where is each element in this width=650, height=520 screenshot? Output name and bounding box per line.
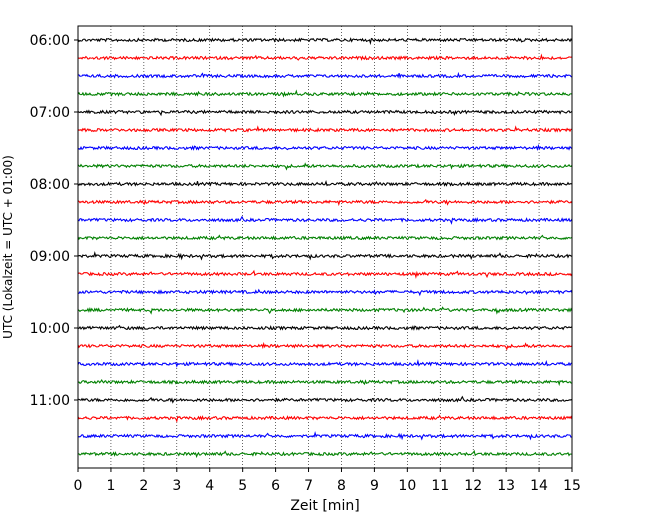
x-tick-label: 3 <box>172 478 181 494</box>
x-tick-label: 1 <box>106 478 115 494</box>
x-tick-label: 10 <box>398 478 416 494</box>
x-tick-label: 6 <box>271 478 280 494</box>
trace-row <box>77 359 573 368</box>
trace-row <box>77 269 573 280</box>
x-ticks: 0 1 2 3 4 5 6 7 8 9 10 11 12 13 14 15 <box>74 468 581 494</box>
trace-row <box>77 324 573 331</box>
trace-row <box>77 395 573 404</box>
y-tick-label: 07:00 <box>30 105 70 121</box>
trace-row <box>77 53 573 61</box>
plot-background <box>78 26 572 468</box>
x-tick-label: 14 <box>530 478 548 494</box>
x-tick-label: 9 <box>370 478 379 494</box>
y-tick-label: 09:00 <box>30 249 70 265</box>
y-tick-label: 11:00 <box>30 393 70 409</box>
trace-row <box>77 234 573 241</box>
x-tick-label: 11 <box>431 478 449 494</box>
y-ticks: 06:00 07:00 08:00 09:00 10:00 11:00 <box>30 33 78 409</box>
y-axis-label: UTC (Lokalzeit = UTC + 01:00) <box>1 155 15 339</box>
x-axis-label: Zeit [min] <box>290 498 359 514</box>
trace-row <box>77 198 573 207</box>
traces <box>77 37 573 459</box>
x-tick-label: 4 <box>205 478 214 494</box>
trace-row <box>77 215 573 225</box>
trace-row <box>77 89 573 98</box>
trace-row <box>77 143 573 152</box>
y-tick-label: 10:00 <box>30 321 70 337</box>
trace-row <box>77 162 573 171</box>
trace-row <box>77 379 573 387</box>
y-tick-label: 06:00 <box>30 33 70 49</box>
plot-frame <box>77 25 573 469</box>
trace-row <box>77 125 573 133</box>
x-tick-label: 13 <box>497 478 515 494</box>
x-tick-label: 12 <box>464 478 482 494</box>
trace-row <box>77 179 573 187</box>
trace-row <box>77 341 573 351</box>
trace-row <box>77 109 573 117</box>
x-tick-label: 7 <box>304 478 313 494</box>
trace-row <box>77 288 573 297</box>
x-tick-label: 15 <box>563 478 581 494</box>
x-tick-label: 0 <box>74 478 83 494</box>
x-tick-label: 5 <box>238 478 247 494</box>
trace-row <box>77 449 573 459</box>
trace-row <box>77 414 573 423</box>
trace-row <box>77 250 573 261</box>
y-tick-label: 08:00 <box>30 177 70 193</box>
trace-row <box>77 306 573 315</box>
trace-row <box>77 430 573 441</box>
x-tick-label: 2 <box>139 478 148 494</box>
trace-row <box>77 71 573 80</box>
trace-row <box>77 37 573 46</box>
x-tick-label: 8 <box>337 478 346 494</box>
